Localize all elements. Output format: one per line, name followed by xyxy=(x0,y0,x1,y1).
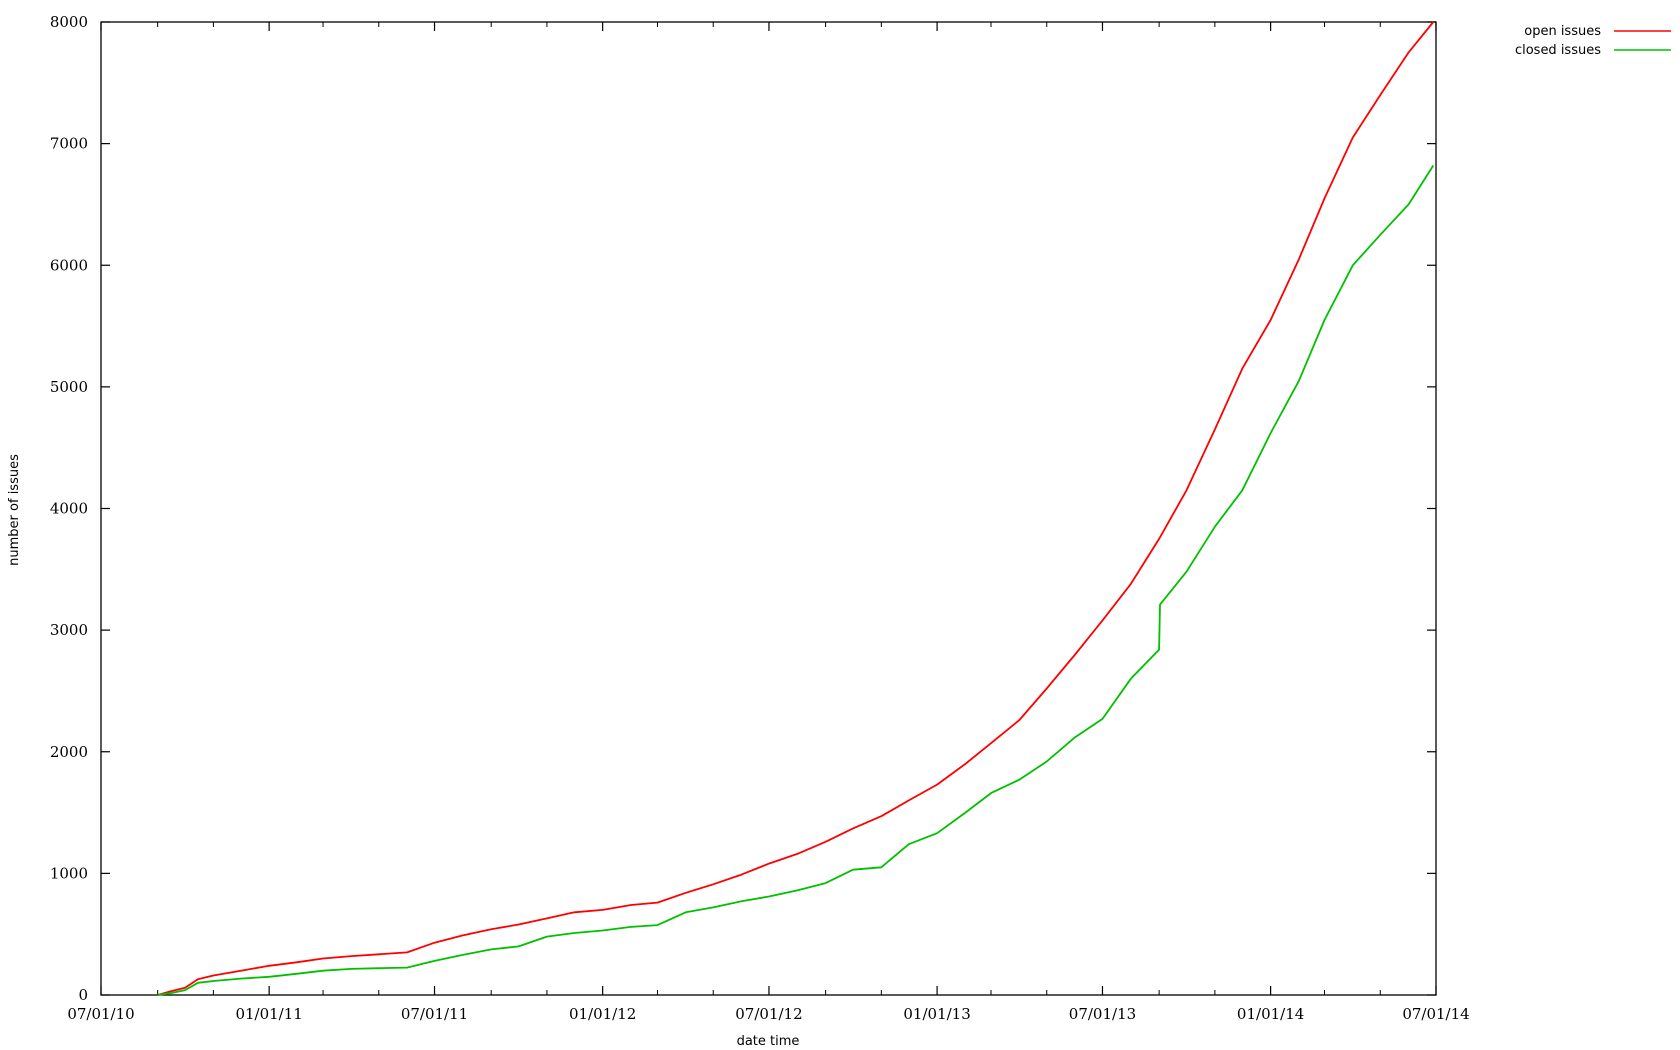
series-lines xyxy=(157,21,1435,996)
legend-label-open-issues: open issues xyxy=(1524,24,1601,39)
y-tick-label: 0 xyxy=(78,986,88,1004)
axis-ticks xyxy=(100,21,1437,996)
x-tick-label: 07/01/14 xyxy=(1402,1005,1469,1023)
x-tick-label: 01/01/11 xyxy=(235,1005,302,1023)
y-tick-label: 3000 xyxy=(50,621,88,639)
y-axis-title: number of issues xyxy=(7,454,22,566)
x-tick-label: 07/01/10 xyxy=(67,1005,134,1023)
y-tick-label: 7000 xyxy=(50,135,88,153)
x-tick-label: 01/01/12 xyxy=(569,1005,636,1023)
y-tick-label: 2000 xyxy=(50,743,88,761)
series-line-closed-issues xyxy=(157,165,1435,996)
axis-tick-labels: 0 1000 2000 3000 4000 5000 6000 7000 8000 07/01/1… xyxy=(50,13,1470,1023)
series-line-open-issues xyxy=(157,21,1434,996)
x-tick-label: 07/01/11 xyxy=(401,1005,468,1023)
y-tick-label: 6000 xyxy=(50,256,88,274)
legend: open issues closed issues xyxy=(1515,24,1671,58)
x-axis-title: date time xyxy=(737,1034,800,1049)
x-tick-label: 01/01/13 xyxy=(903,1005,970,1023)
y-tick-label: 8000 xyxy=(50,13,88,31)
x-tick-label: 07/01/12 xyxy=(735,1005,802,1023)
x-tick-label: 01/01/14 xyxy=(1237,1005,1304,1023)
plot-area-frame xyxy=(100,21,1437,996)
y-tick-label: 1000 xyxy=(50,864,88,882)
y-tick-label: 5000 xyxy=(50,378,88,396)
x-tick-label: 07/01/13 xyxy=(1069,1005,1136,1023)
legend-label-closed-issues: closed issues xyxy=(1515,43,1601,58)
y-tick-label: 4000 xyxy=(50,500,88,518)
